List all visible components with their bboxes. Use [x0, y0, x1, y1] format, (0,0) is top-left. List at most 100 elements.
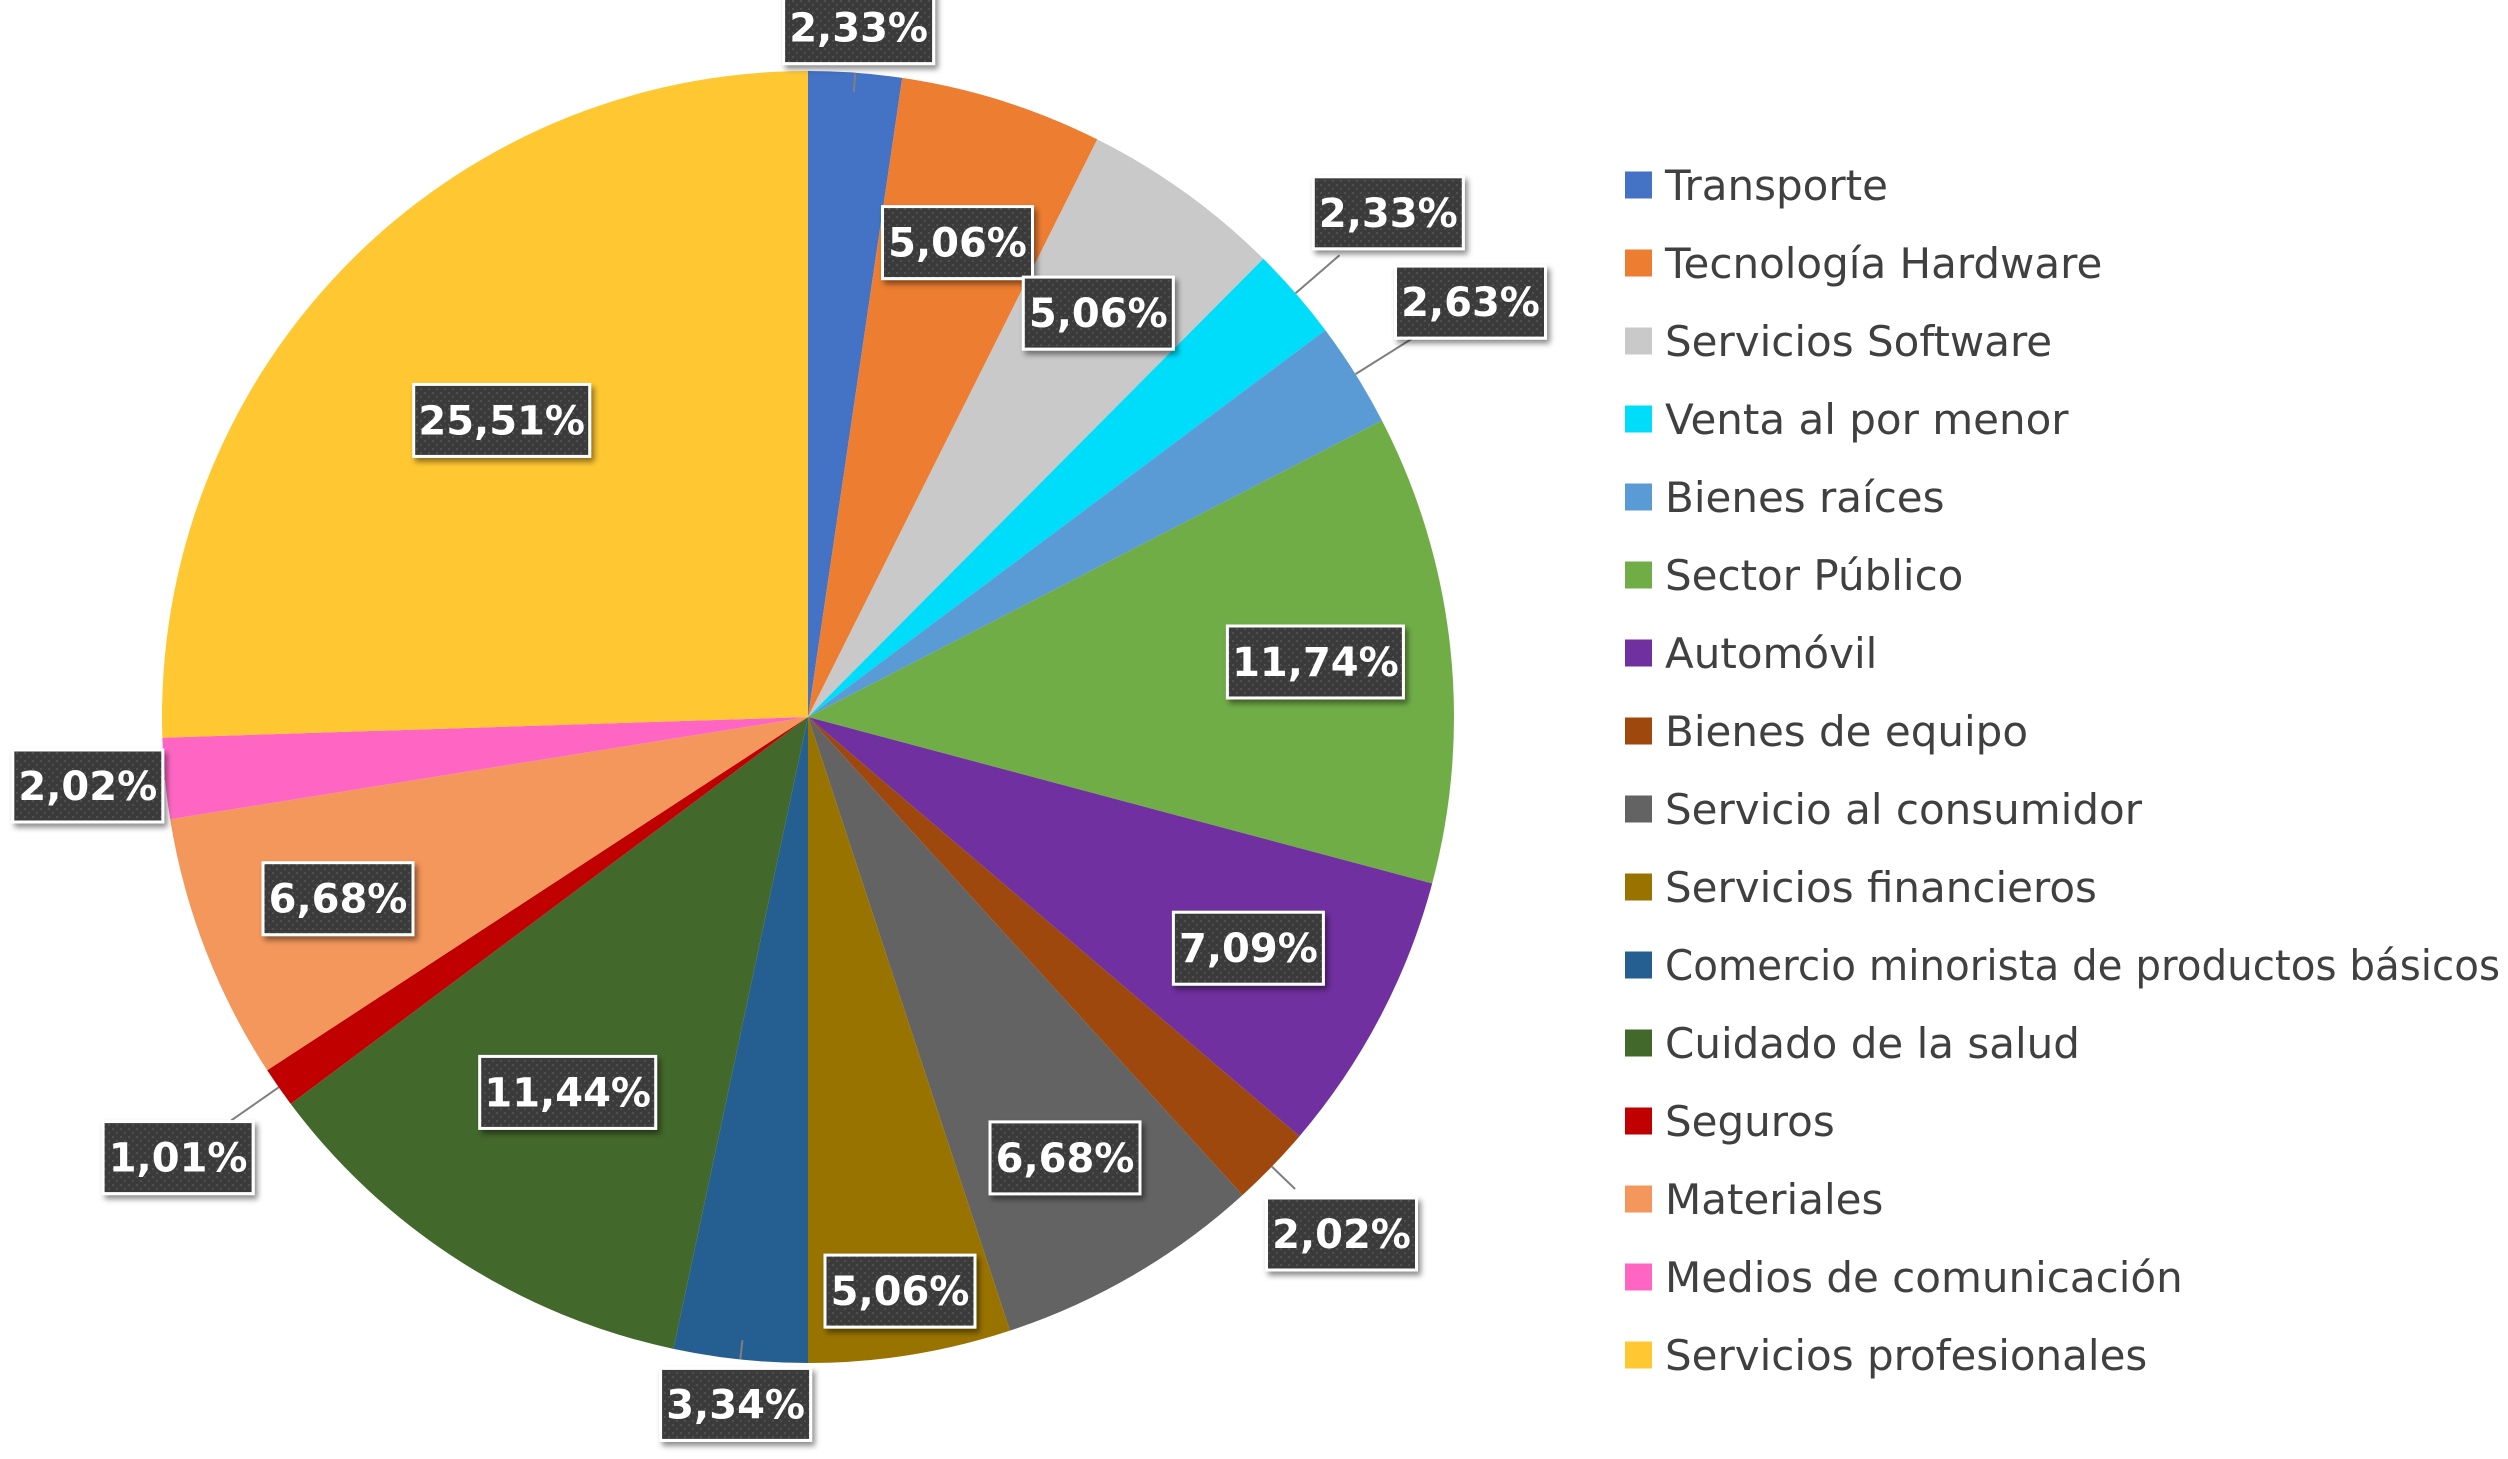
- data-label-text: 2,02%: [18, 764, 157, 810]
- legend-swatch: [1625, 1263, 1652, 1291]
- data-label: 11,44%: [478, 1054, 658, 1130]
- legend-swatch: [1625, 405, 1652, 433]
- data-label-text: 11,74%: [1232, 640, 1399, 686]
- data-label-text: 6,68%: [269, 877, 408, 923]
- pie-slice: [170, 717, 808, 1071]
- data-label: 5,06%: [1021, 275, 1175, 351]
- data-label-box: [101, 1120, 255, 1196]
- pie-slice: [290, 717, 808, 1349]
- data-label-box: [1225, 624, 1405, 700]
- data-label: 3,34%: [659, 1366, 813, 1442]
- legend-swatch: [1625, 717, 1652, 745]
- data-label-box: [782, 0, 936, 66]
- legend-label: Comercio minorista de productos básicos: [1665, 941, 2500, 990]
- pie-slice: [808, 717, 1010, 1363]
- legend-swatch: [1625, 249, 1652, 277]
- data-label: 2,02%: [11, 748, 165, 824]
- data-label-box: [478, 1054, 658, 1130]
- data-label-text: 25,51%: [418, 398, 585, 444]
- leader-line: [852, 72, 857, 93]
- legend-item: Transporte: [1625, 161, 1888, 210]
- legend-item: Automóvil: [1625, 629, 1877, 678]
- data-label-box: [1394, 264, 1547, 340]
- legend-swatch: [1625, 951, 1652, 979]
- legend-label: Sector Público: [1665, 551, 1963, 600]
- data-label-box: [823, 1253, 977, 1329]
- legend-label: Bienes raíces: [1665, 473, 1945, 522]
- data-label-box: [1311, 175, 1465, 251]
- legend-swatch: [1625, 873, 1652, 901]
- legend-swatch: [1625, 171, 1652, 199]
- legend-swatch: [1625, 795, 1652, 823]
- legend-label: Bienes de equipo: [1665, 707, 2028, 756]
- pie-slice: [808, 258, 1326, 717]
- data-label-box: [1021, 275, 1175, 351]
- legend-swatch: [1625, 327, 1652, 355]
- legend-item: Tecnología Hardware: [1625, 239, 2102, 288]
- data-label: 2,02%: [1265, 1196, 1418, 1272]
- data-label-box: [1265, 1196, 1418, 1272]
- legend-label: Medios de comunicación: [1665, 1253, 2183, 1302]
- pie-slice: [267, 717, 808, 1104]
- legend-swatch: [1625, 1341, 1652, 1369]
- legend-item: Seguros: [1625, 1097, 1835, 1146]
- leader-lines: [152, 72, 1417, 1360]
- legend-item: Bienes de equipo: [1625, 707, 2028, 756]
- pie-slice: [808, 330, 1382, 717]
- legend-swatch: [1625, 1185, 1652, 1213]
- pie-slice: [673, 717, 808, 1363]
- data-label-box: [988, 1120, 1142, 1196]
- legend-label: Servicios profesionales: [1665, 1331, 2147, 1380]
- legend-swatch: [1625, 483, 1652, 511]
- pie-slice: [808, 717, 1433, 1137]
- leader-line: [739, 1340, 744, 1360]
- data-label-text: 5,06%: [831, 1269, 970, 1315]
- legend-label: Servicio al consumidor: [1665, 785, 2143, 834]
- legend-swatch: [1625, 639, 1652, 667]
- data-label: 2,33%: [1311, 175, 1465, 251]
- legend: Transporte Tecnología Hardware Servicios S…: [1625, 161, 2500, 1380]
- data-label: 25,51%: [412, 382, 592, 458]
- legend-label: Seguros: [1665, 1097, 1835, 1146]
- data-label: 6,68%: [988, 1120, 1142, 1196]
- data-label-text: 2,02%: [1272, 1212, 1411, 1258]
- legend-item: Comercio minorista de productos básicos: [1625, 941, 2500, 990]
- data-label: 6,68%: [261, 861, 415, 937]
- legend-item: Medios de comunicación: [1625, 1253, 2183, 1302]
- leader-line: [1354, 335, 1417, 375]
- leader-line: [230, 1086, 280, 1122]
- legend-label: Servicios Software: [1665, 317, 2052, 366]
- data-label-box: [1171, 910, 1325, 986]
- data-label: 2,63%: [1394, 264, 1547, 340]
- legend-swatch: [1625, 1029, 1652, 1057]
- data-label: 2,33%: [782, 0, 936, 66]
- legend-item: Venta al por menor: [1625, 395, 2069, 444]
- leader-line: [1294, 254, 1341, 295]
- legend-item: Servicios profesionales: [1625, 1331, 2147, 1380]
- data-label-text: 2,33%: [789, 6, 928, 52]
- legend-label: Tecnología Hardware: [1664, 239, 2102, 288]
- data-label-text: 5,06%: [1029, 291, 1168, 337]
- legend-label: Venta al por menor: [1665, 395, 2069, 444]
- legend-swatch: [1625, 561, 1652, 589]
- pie-slice: [808, 717, 1300, 1196]
- legend-item: Servicios Software: [1625, 317, 2052, 366]
- data-label-text: 1,01%: [109, 1136, 248, 1182]
- legend-swatch: [1625, 1107, 1652, 1135]
- data-label-text: 11,44%: [484, 1070, 651, 1116]
- data-label-box: [881, 205, 1034, 281]
- data-label-text: 7,09%: [1179, 926, 1318, 972]
- legend-label: Cuidado de la salud: [1665, 1019, 2080, 1068]
- data-label-text: 5,06%: [888, 221, 1027, 267]
- data-label-text: 6,68%: [996, 1136, 1135, 1182]
- data-label: 1,01%: [101, 1120, 255, 1196]
- legend-label: Transporte: [1664, 161, 1888, 210]
- pie-slice: [162, 717, 808, 820]
- data-label-box: [261, 861, 415, 937]
- legend-item: Servicio al consumidor: [1625, 785, 2143, 834]
- legend-label: Automóvil: [1665, 629, 1877, 678]
- legend-item: Bienes raíces: [1625, 473, 1945, 522]
- legend-item: Materiales: [1625, 1175, 1883, 1224]
- data-label: 5,06%: [823, 1253, 977, 1329]
- data-label: 5,06%: [881, 205, 1034, 281]
